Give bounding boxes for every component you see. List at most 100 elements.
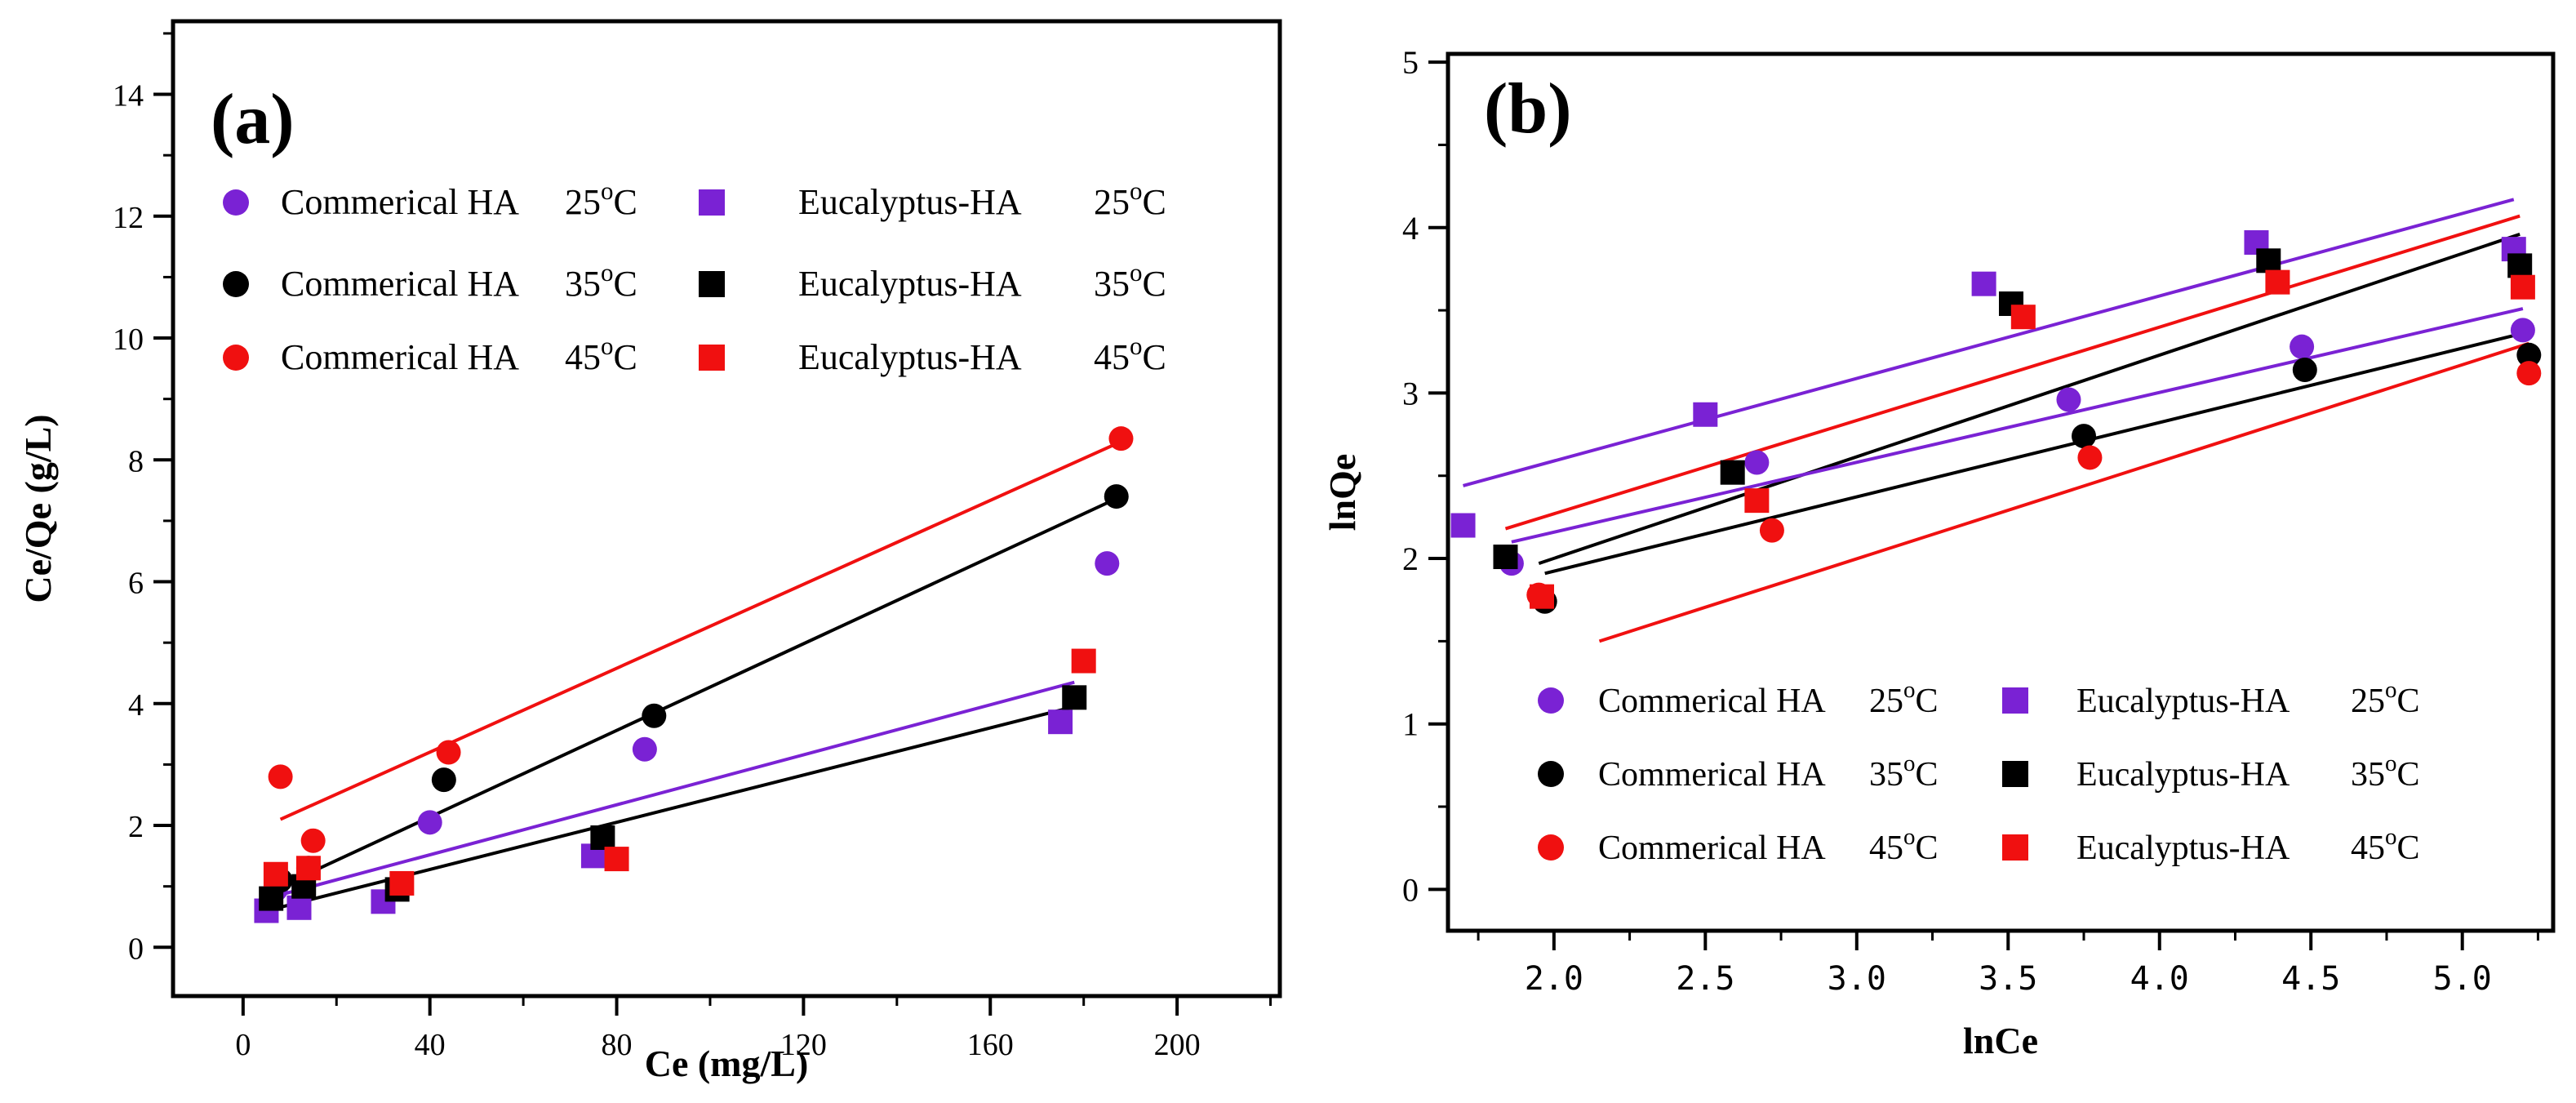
data-point-square	[259, 886, 284, 911]
legend-celsius: C	[1143, 182, 1166, 222]
x-axis-label: Ce (mg/L)	[645, 1043, 809, 1084]
legend-celsius: C	[614, 264, 637, 304]
legend-series-name: Commerical HA	[281, 264, 519, 304]
legend-celsius: C	[2397, 756, 2420, 794]
legend-marker-circle	[1538, 834, 1564, 861]
legend-degree-superscript: o	[1903, 750, 1916, 776]
fit-line	[279, 440, 1122, 821]
y-tick-label: 4	[128, 688, 144, 723]
legend-series-name: Commerical HA	[1598, 829, 1826, 867]
x-tick-label: 4.5	[2281, 960, 2340, 998]
legend-degree-superscript: o	[2385, 750, 2397, 776]
data-point-square	[1048, 709, 1073, 735]
x-tick-label: 40	[415, 1028, 446, 1062]
legend-marker-square	[699, 189, 725, 216]
legend-marker-circle	[223, 189, 249, 216]
data-point-circle	[2292, 358, 2317, 383]
x-tick-label: 2.0	[1525, 960, 1583, 998]
y-tick-label: 3	[1402, 375, 1419, 411]
chart-a: 0 40 80 120 160 200 0 2 4 6 8 10 12 14 Ce (mg/L) Ce/Qe …	[17, 19, 1282, 1084]
legend-temperature: 35oC	[565, 258, 637, 304]
legend-celsius: C	[1916, 683, 1939, 720]
data-point-square	[263, 861, 288, 887]
data-point-square	[1720, 460, 1745, 485]
data-point-square	[2265, 269, 2290, 295]
y-axis-label: Ce/Qe (g/L)	[17, 414, 59, 603]
data-point-square	[1971, 271, 1996, 296]
legend-series-name: Eucalyptus-HA	[798, 182, 1022, 222]
legend-series-name: Eucalyptus-HA	[2076, 829, 2290, 867]
legend-marker-square	[2002, 687, 2028, 714]
legend-series-name: Commerical HA	[281, 182, 519, 222]
data-point-circle	[1104, 484, 1129, 509]
fit-line	[1544, 330, 2529, 576]
legend-degree-superscript: o	[601, 331, 614, 360]
legend-celsius: C	[2397, 683, 2420, 720]
x-tick-label: 5.0	[2433, 960, 2492, 998]
y-tick-label: 14	[113, 79, 144, 113]
legend-marker-square	[699, 345, 725, 371]
y-tick-label: 0	[128, 932, 144, 966]
plot-frame	[171, 19, 1282, 998]
data-point-square	[1493, 545, 1518, 570]
legend-degree-superscript: o	[1130, 331, 1143, 360]
legend-marker-circle	[1538, 687, 1564, 714]
legend-marker-square	[699, 271, 725, 297]
legend-temperature: 25oC	[1094, 176, 1166, 222]
legend-degree-superscript: o	[1130, 258, 1143, 287]
legend-degree-superscript: o	[601, 258, 614, 287]
data-point-square	[2507, 253, 2533, 278]
y-tick-label: 2	[128, 810, 144, 844]
legend-degree-superscript: o	[2385, 677, 2397, 703]
legend-series-name: Eucalyptus-HA	[2076, 683, 2290, 720]
legend-degree-superscript: o	[601, 176, 614, 205]
legend-series-name: Eucalyptus-HA	[2076, 756, 2290, 794]
legend-temperature: 35oC	[2351, 750, 2420, 794]
y-axis-label: lnQe	[1321, 454, 1363, 531]
y-tick-label: 5	[1402, 44, 1419, 81]
legend-temperature: 45oC	[2351, 824, 2420, 867]
y-tick-label: 10	[113, 322, 144, 357]
legend-celsius: C	[1916, 756, 1939, 794]
x-tick-label: 2.5	[1676, 960, 1734, 998]
legend-temperature: 25oC	[1869, 677, 1939, 720]
data-point-square	[1062, 685, 1087, 710]
x-tick-label: 120	[780, 1028, 827, 1062]
data-point-square	[295, 856, 321, 881]
legend-series-name: Eucalyptus-HA	[798, 264, 1022, 304]
legend-temperature: 45oC	[565, 331, 637, 377]
legend-celsius: C	[614, 337, 637, 377]
data-point-circle	[1108, 426, 1134, 451]
legend-celsius: C	[1143, 337, 1166, 377]
x-tick-label: 0	[235, 1028, 251, 1062]
data-point-circle	[417, 810, 442, 835]
fit-line	[279, 495, 1122, 888]
data-point-circle	[436, 740, 461, 765]
fit-line	[1463, 198, 2515, 487]
data-point-square	[1529, 584, 1554, 609]
data-point-circle	[1744, 450, 1770, 475]
legend-marker-circle	[223, 271, 249, 297]
data-point-square	[2010, 305, 2036, 330]
y-tick-label: 8	[128, 444, 144, 478]
legend-series-name: Commerical HA	[1598, 683, 1826, 720]
data-point-circle	[2510, 318, 2535, 343]
y-tick-label: 1	[1402, 706, 1419, 743]
panel-label: (b)	[1484, 69, 1572, 149]
data-point-circle	[2516, 361, 2542, 386]
data-point-square	[286, 895, 312, 920]
data-point-square	[590, 825, 615, 850]
fit-line	[265, 680, 1075, 901]
panel-label: (a)	[211, 80, 295, 159]
data-point-square	[389, 870, 415, 896]
legend-temperature: 25oC	[2351, 677, 2420, 720]
y-tick-label: 6	[128, 567, 144, 601]
data-point-circle	[268, 764, 293, 789]
legend-degree-superscript: o	[1130, 176, 1143, 205]
legend-temperature: 25oC	[565, 176, 637, 222]
y-tick-label: 2	[1402, 540, 1419, 577]
fit-line	[1538, 232, 2520, 566]
y-tick-label: 12	[113, 201, 144, 235]
data-point-square	[604, 847, 629, 872]
data-point-square	[1071, 648, 1096, 674]
